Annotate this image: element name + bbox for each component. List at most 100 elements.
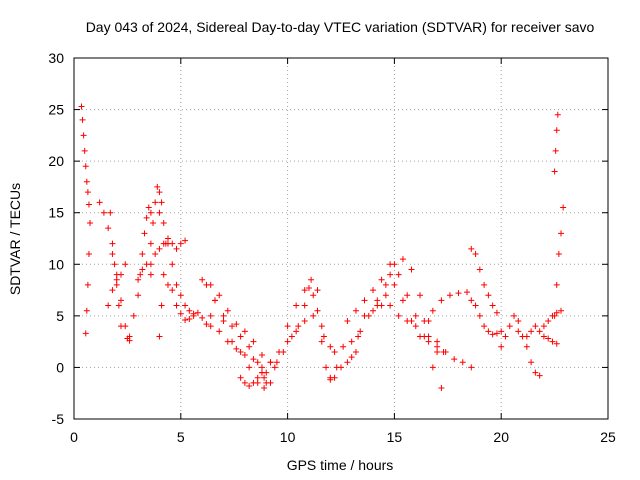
data-point (378, 276, 385, 283)
data-point (301, 287, 308, 294)
data-point (229, 338, 236, 345)
data-point (493, 330, 500, 337)
data-point (258, 369, 265, 376)
data-point (370, 307, 377, 314)
data-point (438, 385, 445, 392)
data-points (78, 103, 567, 392)
data-point (160, 220, 167, 227)
data-point (318, 338, 325, 345)
data-point (553, 127, 560, 134)
data-point (553, 340, 560, 347)
data-point (295, 323, 302, 330)
data-point (81, 147, 88, 154)
data-point (158, 302, 165, 309)
data-point (536, 372, 543, 379)
y-tick-label: 20 (48, 153, 64, 169)
data-point (117, 271, 124, 278)
data-point (126, 333, 133, 340)
data-point (451, 356, 458, 363)
data-point (280, 348, 287, 355)
data-point (177, 310, 184, 317)
data-point (310, 292, 317, 299)
data-point (156, 189, 163, 196)
data-point (154, 183, 161, 190)
data-point (498, 343, 505, 350)
data-point (182, 302, 189, 309)
data-point (109, 240, 116, 247)
data-point (216, 292, 223, 299)
data-point (421, 318, 428, 325)
data-point (85, 250, 92, 257)
data-point (199, 314, 206, 321)
data-point (399, 297, 406, 304)
x-tick-label: 5 (177, 429, 185, 445)
data-point (476, 312, 483, 319)
y-tick-label: -5 (52, 411, 65, 427)
data-point (523, 333, 530, 340)
data-point (472, 302, 479, 309)
data-point (399, 256, 406, 263)
data-point (352, 348, 359, 355)
data-point (314, 287, 321, 294)
data-point (207, 323, 214, 330)
data-point (352, 307, 359, 314)
data-point (246, 382, 253, 389)
data-point (158, 199, 165, 206)
data-point (199, 276, 206, 283)
data-point (80, 132, 87, 139)
data-point (468, 364, 475, 371)
data-point (472, 250, 479, 257)
data-point (173, 245, 180, 252)
data-point (258, 352, 265, 359)
data-point (100, 209, 107, 216)
data-point (540, 333, 547, 340)
data-point (560, 204, 567, 211)
data-point (156, 209, 163, 216)
data-point (156, 333, 163, 340)
data-point (549, 338, 556, 345)
data-point (425, 338, 432, 345)
data-point (468, 297, 475, 304)
data-point (545, 335, 552, 342)
data-point (434, 338, 441, 345)
data-point (348, 354, 355, 361)
data-point (552, 147, 559, 154)
data-point (130, 312, 137, 319)
data-point (417, 292, 424, 299)
chart-title: Day 043 of 2024, Sidereal Day-to-day VTE… (86, 19, 595, 35)
data-point (250, 356, 257, 363)
data-point (237, 348, 244, 355)
data-point (344, 359, 351, 366)
data-point (267, 359, 274, 366)
data-point (137, 271, 144, 278)
data-point (164, 281, 171, 288)
data-point (558, 307, 565, 314)
data-point (412, 312, 419, 319)
data-point (545, 318, 552, 325)
data-point (122, 261, 129, 268)
data-point (182, 237, 189, 244)
x-tick-label: 20 (493, 429, 509, 445)
data-point (540, 323, 547, 330)
data-point (528, 328, 535, 335)
data-point (327, 376, 334, 383)
data-point (464, 289, 471, 296)
data-point (117, 297, 124, 304)
data-point (327, 343, 334, 350)
data-point (308, 276, 315, 283)
data-point (135, 276, 142, 283)
y-tick-label: 5 (56, 308, 64, 324)
data-point (135, 292, 142, 299)
data-point (261, 374, 268, 381)
data-point (220, 312, 227, 319)
data-point (417, 333, 424, 340)
data-point (182, 316, 189, 323)
data-point (554, 111, 561, 118)
data-point (246, 343, 253, 350)
data-point (293, 302, 300, 309)
data-point (387, 261, 394, 268)
data-point (160, 271, 167, 278)
data-point (391, 281, 398, 288)
data-point (250, 338, 257, 345)
